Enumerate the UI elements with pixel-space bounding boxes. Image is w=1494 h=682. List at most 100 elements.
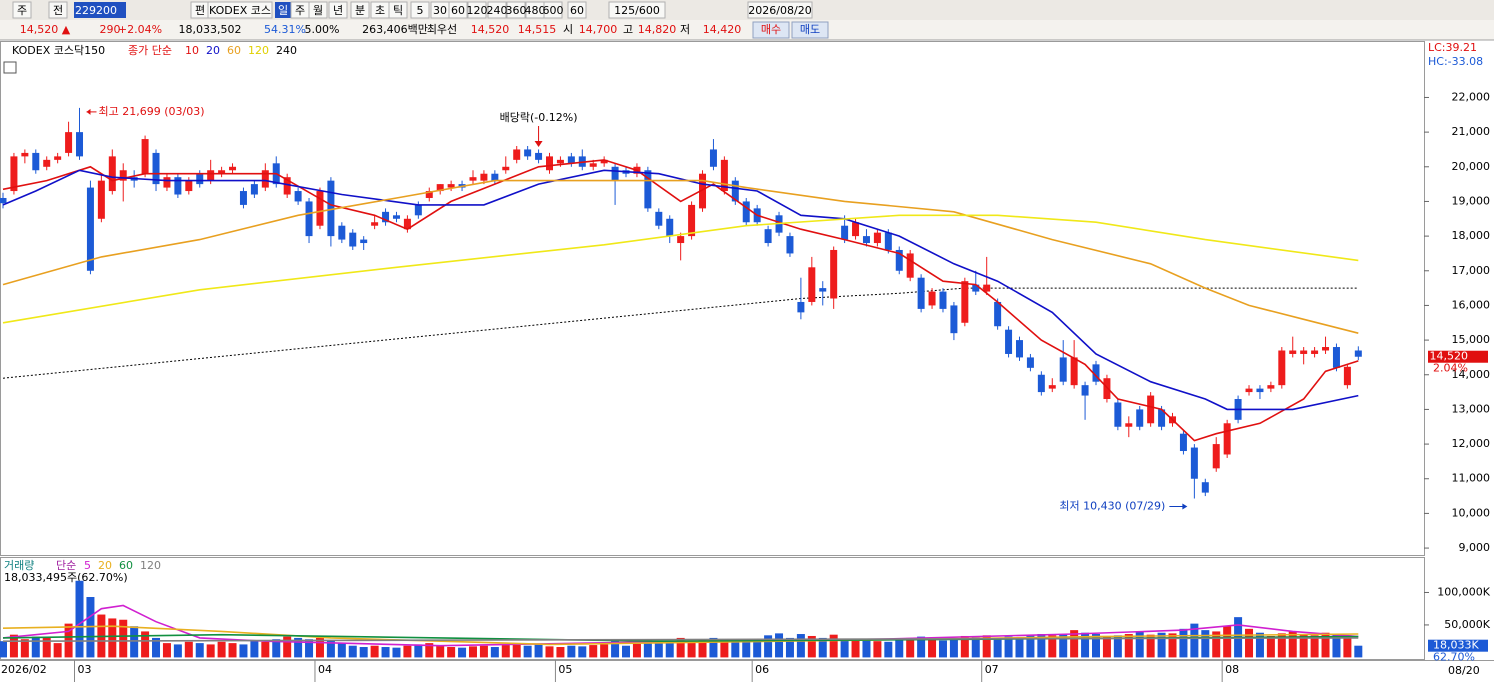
- candle-body: [152, 152, 160, 185]
- x-tick-label: 04: [318, 663, 332, 676]
- button-box[interactable]: [448, 1, 468, 19]
- volume-bar: [1113, 635, 1122, 658]
- candle-body: [742, 201, 750, 223]
- volume-bar: [162, 643, 171, 658]
- button-box[interactable]: [328, 1, 348, 19]
- candle-body: [862, 236, 870, 244]
- volume-bar: [1223, 626, 1232, 658]
- candle-body: [895, 249, 903, 271]
- order-button[interactable]: [791, 21, 829, 39]
- button-box[interactable]: [506, 1, 526, 19]
- button-box[interactable]: [567, 1, 587, 19]
- volume-bar: [1048, 635, 1057, 658]
- volume-bar: [1124, 634, 1133, 658]
- button-box[interactable]: [467, 1, 487, 19]
- candle-body: [1026, 357, 1034, 368]
- volume-bar: [20, 639, 29, 658]
- button-box[interactable]: [608, 1, 666, 19]
- volume-bar: [1321, 632, 1330, 658]
- order-button[interactable]: [752, 21, 790, 39]
- candle-body: [174, 177, 182, 195]
- volume-bar: [53, 643, 62, 658]
- toolbar-item[interactable]: 480: [525, 4, 546, 17]
- button-box[interactable]: [543, 1, 563, 19]
- button-box[interactable]: [12, 1, 32, 19]
- quote-item[interactable]: 매수: [761, 23, 781, 36]
- toolbar-item[interactable]: 60: [570, 4, 584, 17]
- volume-bar: [272, 639, 281, 658]
- quote-item[interactable]: 매도: [800, 23, 820, 36]
- toolbar-item[interactable]: 30: [433, 4, 447, 17]
- button-box[interactable]: [487, 1, 507, 19]
- toolbar-item[interactable]: 229200: [75, 4, 117, 17]
- toolbar-item[interactable]: 240: [487, 4, 508, 17]
- toolbar-item[interactable]: 초: [375, 4, 385, 17]
- y-tick-label: 19,000: [1452, 194, 1491, 207]
- toolbar-item[interactable]: 편: [195, 4, 205, 17]
- toolbar-item[interactable]: 주: [295, 4, 305, 17]
- candle-body: [1048, 385, 1056, 389]
- volume-bar: [283, 636, 292, 658]
- volume-bar: [403, 645, 412, 658]
- volume-ma-line: [2, 625, 1359, 646]
- volume-bar: [294, 637, 303, 658]
- toolbar-item[interactable]: 360: [506, 4, 527, 17]
- toolbar-item[interactable]: 125/600: [614, 4, 660, 17]
- candle-body: [108, 156, 116, 192]
- ma-line: [2, 214, 1359, 324]
- toolbar-item[interactable]: 년: [333, 4, 343, 17]
- volume-bar: [250, 640, 259, 658]
- volume-bar: [600, 644, 609, 658]
- volume-ratio: 62.70%: [1433, 651, 1475, 664]
- candle-body: [830, 249, 838, 299]
- button-box[interactable]: [350, 1, 370, 19]
- grid-icon[interactable]: [3, 61, 17, 74]
- volume-bar: [1354, 645, 1363, 658]
- volume-bar: [938, 640, 947, 658]
- volume-bar: [9, 634, 18, 658]
- volume-bar: [928, 639, 937, 658]
- button-box[interactable]: [388, 1, 408, 19]
- button-box[interactable]: [410, 1, 430, 19]
- candle-body: [567, 156, 575, 164]
- ma-line: [2, 159, 1359, 442]
- button-box[interactable]: [48, 1, 68, 19]
- quote-item: 최우선: [427, 23, 457, 36]
- quote-item: +2.04%: [118, 23, 162, 36]
- toolbar-item[interactable]: 2026/08/20: [748, 4, 811, 17]
- toolbar-item[interactable]: 분: [355, 4, 365, 17]
- toolbar-item[interactable]: 일: [278, 3, 288, 17]
- toolbar-item[interactable]: 월: [313, 4, 323, 17]
- candle-body: [764, 229, 772, 244]
- toolbar-item[interactable]: 120: [467, 4, 488, 17]
- toolbar-item[interactable]: 전: [53, 4, 63, 17]
- toolbar-item[interactable]: 5: [417, 4, 424, 17]
- volume-bar: [239, 644, 248, 658]
- volume-bar: [217, 641, 226, 658]
- volume-bar: [676, 637, 685, 658]
- volume-bar: [468, 646, 477, 658]
- candle-body: [239, 191, 247, 205]
- quote-item: 고: [623, 23, 633, 36]
- button-box[interactable]: [207, 1, 273, 19]
- y-tick-label: 14,000: [1452, 368, 1491, 381]
- candle-body: [1125, 423, 1133, 427]
- toolbar-item[interactable]: KODEX 코스: [209, 4, 271, 17]
- candle-body: [906, 253, 914, 278]
- toolbar-item[interactable]: 60: [451, 4, 465, 17]
- toolbar-item[interactable]: 주: [17, 4, 27, 17]
- volume-bar: [141, 631, 150, 658]
- volume-bar: [829, 634, 838, 658]
- ma-line: [2, 287, 1359, 379]
- y-tick-label: 21,000: [1452, 125, 1491, 138]
- candle-body: [338, 225, 346, 240]
- volume-bar: [447, 647, 456, 658]
- button-box[interactable]: [747, 1, 813, 19]
- toolbar-item[interactable]: 600: [543, 4, 564, 17]
- toolbar-item[interactable]: 틱: [393, 4, 403, 17]
- candle-body: [884, 232, 892, 250]
- candle-body: [928, 291, 936, 306]
- x-tick-label: 08: [1225, 663, 1239, 676]
- volume-bar: [971, 637, 980, 658]
- button-box[interactable]: [308, 1, 328, 19]
